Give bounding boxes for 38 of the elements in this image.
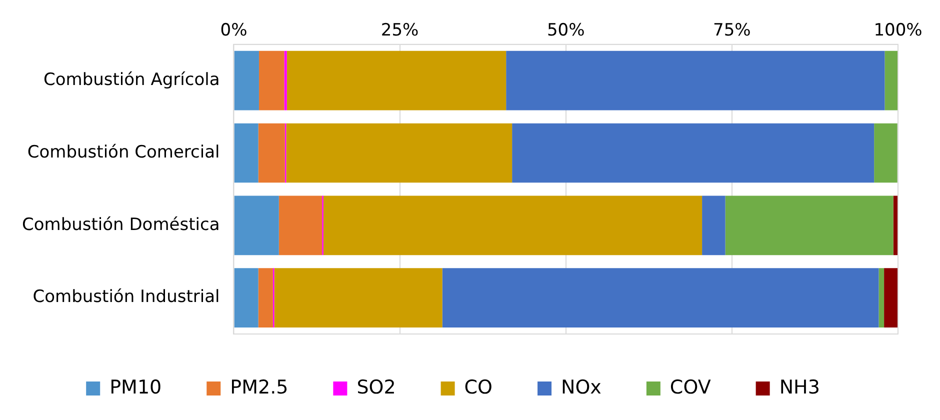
bar [258, 123, 285, 183]
legend-label: SO2 [356, 376, 396, 398]
legend-label: PM2.5 [230, 376, 288, 398]
x-tick-label: 100% [874, 20, 922, 41]
bar [884, 50, 898, 110]
bar [278, 196, 322, 256]
bar [258, 50, 284, 110]
legend-label: NOx [561, 376, 602, 398]
bar [874, 123, 898, 183]
bar [234, 268, 258, 328]
y-tick-label: Combustión Doméstica [22, 214, 220, 235]
bar [258, 268, 273, 328]
x-tick-label: 0% [220, 20, 248, 41]
bar [884, 268, 898, 328]
x-tick-label: 50% [546, 20, 585, 41]
bar [286, 123, 512, 183]
bar [878, 268, 884, 328]
y-tick-label: Combustión Comercial [27, 142, 220, 162]
bar [702, 196, 726, 256]
legend-label: NH3 [779, 376, 820, 398]
y-tick-label: Combustión Industrial [32, 287, 220, 308]
bar [725, 196, 894, 256]
x-tick-label: 75% [713, 20, 751, 41]
bar [234, 50, 259, 110]
bar [506, 50, 885, 110]
bar [274, 268, 442, 328]
legend-label: PM10 [110, 376, 162, 398]
x-tick-label: 25% [380, 20, 419, 41]
bar [234, 196, 279, 256]
bar [442, 268, 879, 328]
bar [286, 50, 506, 110]
legend-label: COV [670, 376, 711, 398]
legend-label: CO [464, 376, 493, 398]
bar [284, 50, 287, 110]
y-tick-label: Combustión Agrícola [43, 70, 220, 90]
bar [512, 123, 874, 183]
bar [323, 196, 702, 256]
bar [234, 123, 258, 183]
